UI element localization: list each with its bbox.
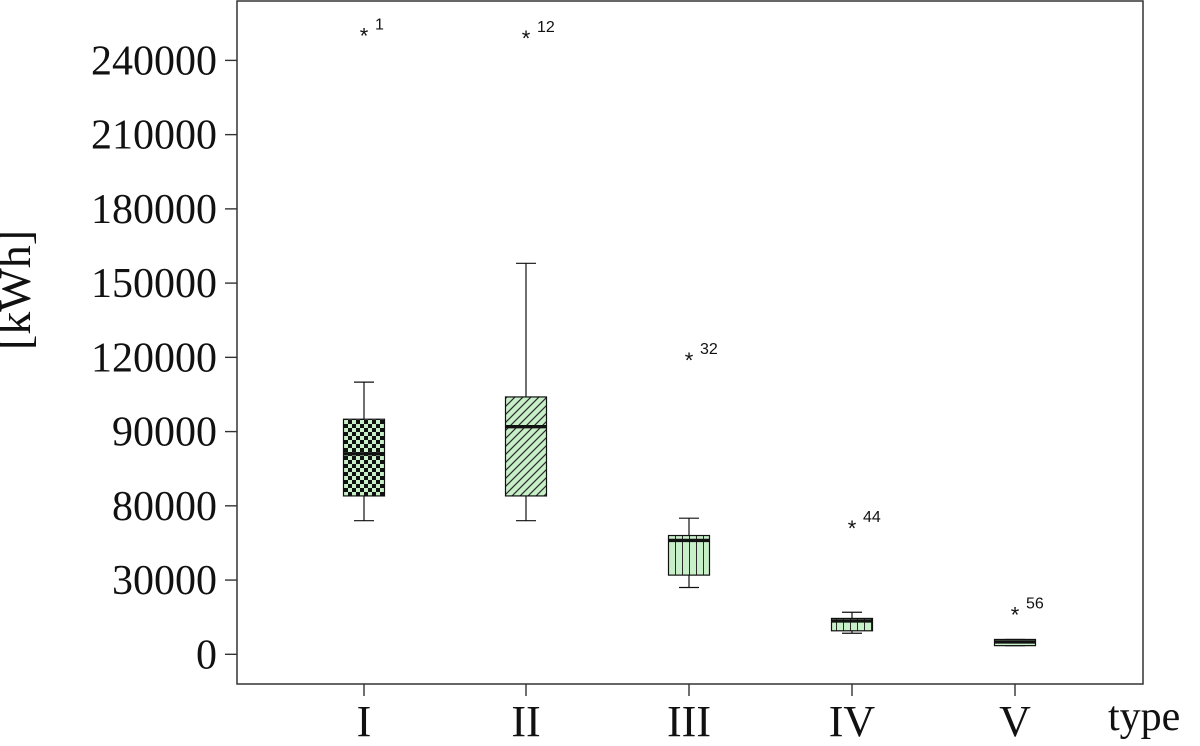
box-series <box>342 262 1037 647</box>
y-tick-label: 180000 <box>91 187 217 233</box>
box-iii <box>667 517 711 589</box>
y-tick-label: 120000 <box>91 335 217 381</box>
outlier-label: 56 <box>1026 596 1044 613</box>
outlier-series: * 1 * 12 * 32 * 44 * 56 <box>360 17 1044 628</box>
y-tick-label: 90000 <box>112 410 217 456</box>
y-axis: 0 30000 80000 90000 120000 150000 180000 210000… <box>91 38 237 678</box>
y-tick-label: 30000 <box>112 558 217 604</box>
y-tick-label: 150000 <box>91 261 217 307</box>
outlier-marker: * <box>685 348 694 373</box>
outlier-marker: * <box>522 26 531 51</box>
y-tick-label: 0 <box>196 632 217 678</box>
outlier-marker: * <box>1011 603 1020 628</box>
outlier-label: 44 <box>863 509 881 526</box>
outlier-marker: * <box>360 24 369 49</box>
x-tick-label: II <box>511 697 540 746</box>
x-tick-label: IV <box>829 697 876 746</box>
iqr-box <box>342 418 386 497</box>
y-tick-label: 80000 <box>112 484 217 530</box>
x-axis-title: type <box>1108 694 1180 740</box>
x-tick-label: III <box>667 697 711 746</box>
y-tick-label: 240000 <box>91 38 217 84</box>
plot-area-frame <box>236 0 1144 685</box>
iqr-box <box>504 396 548 497</box>
x-tick-label: V <box>999 697 1031 746</box>
box-i <box>342 381 386 522</box>
outlier-label: 32 <box>700 341 718 358</box>
x-axis: I II III IV V <box>357 684 1031 746</box>
outlier-label: 1 <box>375 17 384 34</box>
outlier-label: 12 <box>537 19 555 36</box>
box-ii <box>504 262 548 522</box>
box-v <box>993 638 1037 647</box>
y-tick-label: 210000 <box>91 113 217 159</box>
outlier-marker: * <box>848 516 857 541</box>
y-axis-title: [kWh] <box>0 230 40 350</box>
x-tick-label: I <box>357 697 372 746</box>
box-iv <box>830 611 874 634</box>
